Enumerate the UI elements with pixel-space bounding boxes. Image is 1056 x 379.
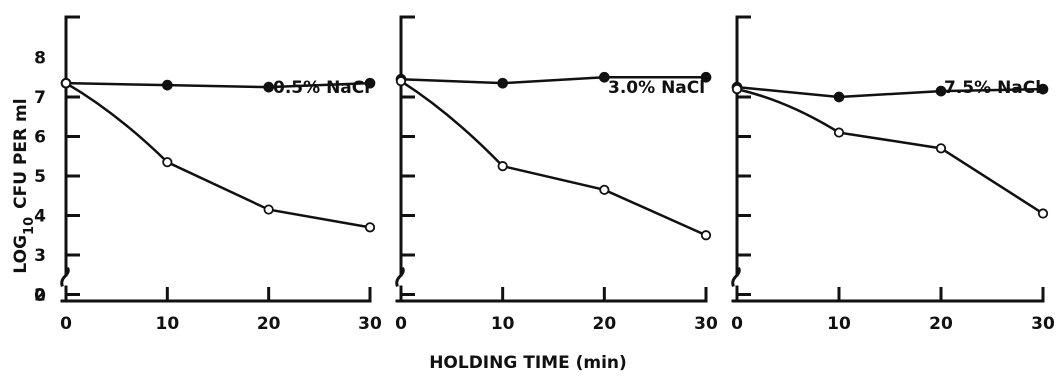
- data-point-filled-30: [364, 77, 376, 89]
- x-tick-label-10: 10: [827, 314, 851, 334]
- x-tick-label-30: 30: [694, 314, 718, 334]
- data-point-filled-30: [700, 71, 712, 83]
- y-tick-label-3: 3: [34, 246, 46, 266]
- y-tick-label-8: 8: [34, 49, 46, 69]
- x-axis-label: HOLDING TIME (min): [429, 353, 627, 373]
- data-point-filled-20: [935, 85, 947, 97]
- x-tick-label-10: 10: [491, 314, 515, 334]
- data-point-open-0: [395, 76, 407, 87]
- y-tick-label-6: 6: [34, 128, 46, 148]
- series-line-open: [65, 82, 371, 229]
- data-point-filled-30: [1037, 83, 1049, 95]
- data-point-open-0: [60, 78, 72, 89]
- data-point-open-20: [935, 143, 947, 154]
- x-tick-label-0: 0: [395, 314, 407, 334]
- x-tick-label-20: 20: [592, 314, 616, 334]
- x-tick-label-30: 30: [1031, 314, 1055, 334]
- x-tick-label-30: 30: [358, 314, 382, 334]
- y-axis-break: [60, 267, 70, 287]
- x-tick-label-0: 0: [731, 314, 743, 334]
- data-point-open-30: [700, 230, 712, 241]
- panel-annotation: 3.0% NaCl: [608, 78, 705, 98]
- x-tick-label-20: 20: [257, 314, 281, 334]
- data-point-open-10: [833, 127, 845, 138]
- panel-annotation: 0.5% NaCl: [273, 78, 370, 98]
- series-line-open: [736, 87, 1044, 215]
- series-line-open: [400, 80, 707, 237]
- data-point-filled-10: [497, 77, 509, 89]
- data-point-open-10: [162, 157, 173, 168]
- series-line-filled: [65, 81, 371, 89]
- data-point-open-10: [497, 161, 508, 172]
- y-axis-label-main: LOG: [11, 235, 31, 274]
- y-tick-label-0: 0: [34, 286, 46, 306]
- y-tick-label-4: 4: [34, 207, 46, 227]
- data-point-open-30: [1037, 208, 1049, 219]
- x-tick-label-0: 0: [60, 314, 72, 334]
- x-tick-label-10: 10: [155, 314, 179, 334]
- y-tick-label-2: 2: [34, 286, 46, 306]
- panel-annotation: 7.5% NaCl: [944, 78, 1041, 98]
- series-line-filled: [736, 85, 1044, 99]
- y-tick-label-7: 7: [34, 88, 46, 108]
- data-point-open-20: [599, 184, 610, 195]
- y-axis-break: [395, 267, 405, 287]
- data-point-filled-20: [598, 71, 610, 83]
- y-tick-label-5: 5: [34, 167, 46, 187]
- panel-2: 0 10 20 30 3.0% NaCl: [395, 15, 718, 334]
- y-axis-break: [731, 267, 741, 287]
- data-point-open-20: [263, 204, 274, 215]
- data-point-filled-20: [263, 81, 275, 93]
- y-axis-label-subscript: 10: [22, 217, 37, 235]
- panel-3: 0 10 20 30 7.5% NaCl: [731, 15, 1055, 334]
- data-point-open-0: [731, 84, 743, 95]
- y-axis-label-rest: CFU PER ml: [11, 98, 31, 208]
- data-point-open-30: [364, 222, 376, 233]
- data-point-filled-10: [161, 79, 173, 91]
- series-line-filled: [400, 75, 706, 85]
- panel-1: 02 3 4 5 6 7 8 0 10 20 30 0.5% NaCl: [34, 15, 382, 334]
- x-tick-label-20: 20: [929, 314, 953, 334]
- data-point-filled-10: [833, 91, 845, 103]
- y-axis-label: LOG10 CFU PER ml: [11, 98, 37, 273]
